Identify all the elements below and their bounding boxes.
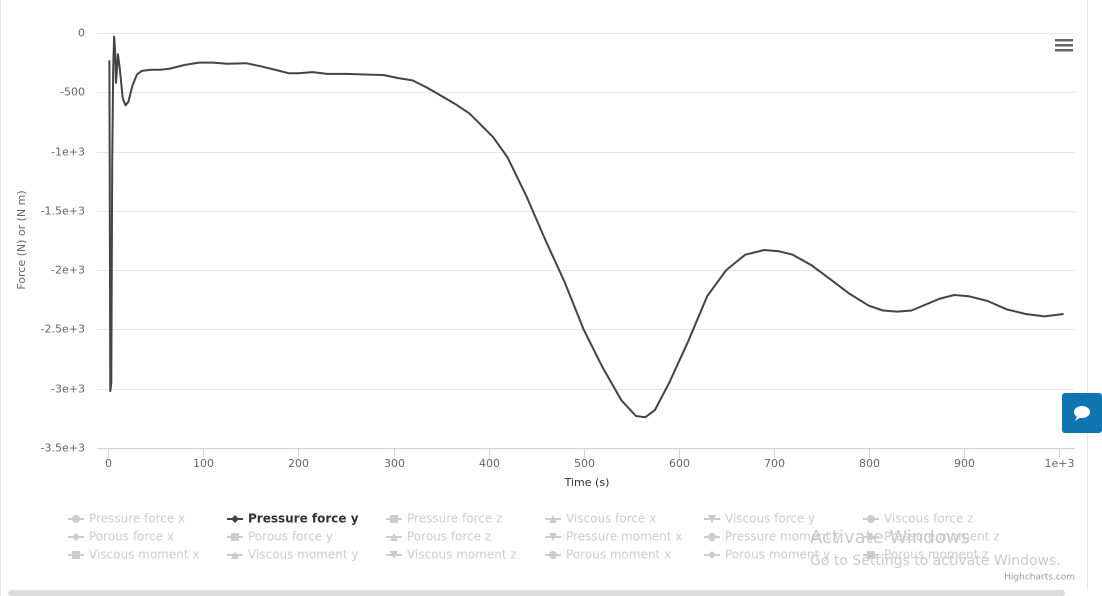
legend-item[interactable]: Porous moment x (545, 548, 671, 562)
menu-button[interactable] (1055, 39, 1073, 52)
legend-item[interactable]: Pressure moment y (704, 530, 841, 544)
legend-label: Viscous moment y (248, 548, 358, 562)
menu-bar (1055, 39, 1073, 42)
legend-item[interactable]: Porous force y (227, 530, 333, 544)
y-tick-label: -500 (60, 86, 85, 99)
watermark-title: Activate Windows (810, 527, 970, 548)
y-tick-label: -3e+3 (51, 383, 85, 396)
x-tick-label: 1e+3 (1045, 457, 1075, 470)
legend-item[interactable]: Viscous moment z (386, 548, 517, 562)
legend-label: Viscous force z (884, 512, 973, 526)
legend-item[interactable]: Porous force x (68, 530, 174, 544)
legend-item[interactable]: Pressure force y (227, 512, 359, 526)
legend-symbol (390, 533, 398, 541)
legend-item[interactable]: Pressure force z (386, 512, 502, 526)
legend-symbol (231, 515, 239, 523)
x-tick-label: 900 (954, 457, 975, 470)
x-tick-label: 600 (669, 457, 690, 470)
legend-label: Pressure force x (89, 512, 185, 526)
series-line (108, 35, 1064, 419)
legend-symbol (231, 533, 239, 541)
legend-symbol (231, 551, 239, 559)
legend-label: Porous moment y (725, 548, 830, 562)
legend-item[interactable]: Pressure force x (68, 512, 185, 526)
legend-label: Viscous force x (566, 512, 656, 526)
legend-symbol (549, 551, 557, 559)
credits[interactable]: Highcharts.com (1004, 573, 1075, 583)
x-tick-label: 100 (193, 457, 214, 470)
y-tick-label: -3.5e+3 (41, 442, 85, 455)
legend-item[interactable]: Viscous force y (704, 512, 815, 526)
legend-label: Viscous moment z (407, 548, 517, 562)
legend-item[interactable]: Viscous force x (545, 512, 656, 526)
y-tick-label: 0 (78, 27, 85, 40)
legend-label: Viscous force y (725, 512, 815, 526)
y-tick-label: -1.5e+3 (41, 205, 85, 218)
scrollbar[interactable] (8, 590, 1065, 596)
legend-symbol (708, 533, 716, 541)
legend-symbol (867, 533, 875, 541)
chat-button[interactable] (1062, 393, 1102, 433)
legend-label: Porous moment z (884, 548, 988, 562)
x-axis-title: Time (s) (564, 476, 610, 489)
x-tick-label: 200 (288, 457, 309, 470)
legend-label: Pressure force z (407, 512, 502, 526)
legend-label: Porous force z (407, 530, 491, 544)
legend-symbol (72, 533, 80, 541)
menu-bar (1055, 49, 1073, 52)
x-tick-label: 500 (574, 457, 595, 470)
legend-label: Porous force x (89, 530, 174, 544)
legend-item[interactable]: Pressure moment x (545, 530, 682, 544)
legend-symbol (708, 551, 716, 559)
legend-item[interactable]: Viscous moment x (68, 548, 199, 562)
legend-symbol (72, 515, 80, 523)
y-tick-label: -2.5e+3 (41, 323, 85, 336)
legend-symbol (72, 551, 80, 559)
chat-icon-tail (1075, 416, 1081, 421)
menu-bar (1055, 44, 1073, 47)
x-tick-label: 400 (479, 457, 500, 470)
legend-symbol (867, 515, 875, 523)
legend-item[interactable]: Viscous moment y (227, 548, 358, 562)
x-tick-label: 800 (859, 457, 880, 470)
x-tick-label: 0 (105, 457, 112, 470)
legend-symbol (390, 515, 398, 523)
legend-item[interactable]: Porous force z (386, 530, 491, 544)
y-axis-title: Force (N) or (N m) (15, 190, 28, 289)
y-tick-label: -1e+3 (51, 146, 85, 159)
legend-symbol (390, 551, 398, 559)
chat-icon (1074, 406, 1090, 418)
legend-symbol (549, 533, 557, 541)
legend-label: Pressure moment z (884, 530, 1000, 544)
legend-label: Porous force y (248, 530, 333, 544)
legend-label: Pressure moment y (725, 530, 841, 544)
legend-item[interactable]: Porous moment y (704, 548, 830, 562)
legend-label: Pressure force y (248, 512, 359, 526)
legend-symbol (867, 551, 875, 559)
legend-symbol (549, 515, 557, 523)
x-tick-label: 700 (764, 457, 785, 470)
legend-item[interactable]: Viscous force z (863, 512, 973, 526)
legend-label: Porous moment x (566, 548, 671, 562)
x-tick-label: 300 (384, 457, 405, 470)
legend-label: Viscous moment x (89, 548, 199, 562)
legend-item[interactable]: Porous moment z (863, 548, 988, 562)
legend-item[interactable]: Pressure moment z (863, 530, 1000, 544)
legend-label: Pressure moment x (566, 530, 682, 544)
legend-symbol (708, 515, 716, 523)
y-tick-label: -2e+3 (51, 264, 85, 277)
